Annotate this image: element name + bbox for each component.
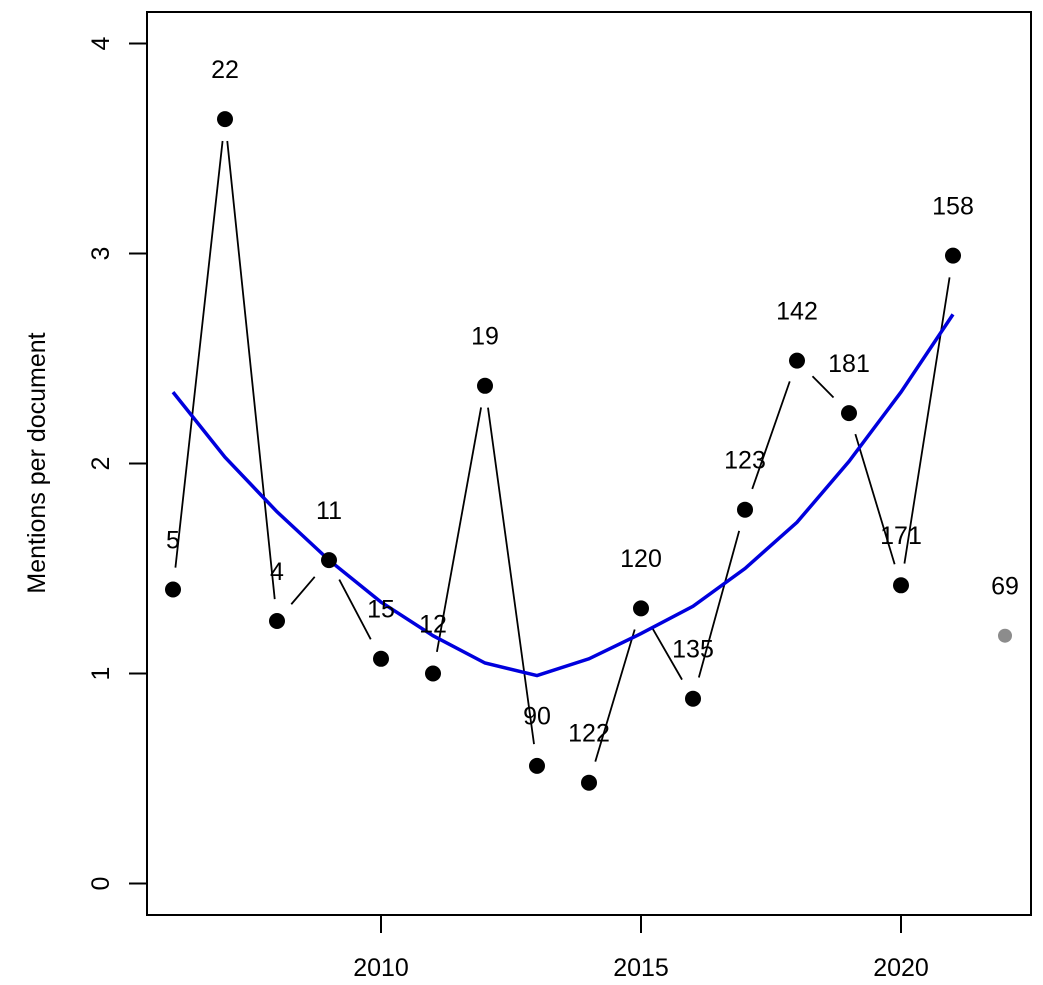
y-axis: 0 1 2 3 4 (87, 36, 147, 890)
point-label: 120 (620, 545, 662, 573)
y-tick-label: 3 (87, 247, 115, 261)
data-point (165, 581, 181, 598)
connector-segment (487, 407, 535, 745)
point-label: 158 (932, 192, 974, 220)
point-label: 12 (419, 610, 447, 638)
y-tick-label: 2 (87, 457, 115, 471)
point-label: 135 (672, 635, 714, 663)
x-tick-label: 2020 (873, 954, 929, 982)
point-label: 181 (828, 350, 870, 378)
data-point (685, 690, 701, 707)
data-point (893, 577, 909, 594)
data-point (581, 774, 597, 791)
trend-line (171, 313, 955, 678)
point-label: 123 (724, 446, 766, 474)
data-point (633, 600, 649, 617)
x-axis: 2010 2015 2020 (353, 915, 929, 982)
y-tick-label: 1 (87, 667, 115, 681)
point-label: 90 (523, 703, 551, 731)
point-label: 122 (568, 719, 610, 747)
point-label: 19 (471, 323, 499, 351)
point-label: 15 (367, 596, 395, 624)
connector-segment (811, 375, 835, 399)
connector-segment (226, 140, 276, 600)
excluded-data-point (998, 628, 1012, 643)
point-label: 171 (880, 522, 922, 550)
connector-segment (651, 627, 683, 681)
x-tick-label: 2015 (613, 954, 669, 982)
y-axis-title: Mentions per document (23, 332, 51, 593)
data-points (165, 111, 1012, 791)
connector-segment (903, 277, 951, 564)
x-tick-label: 2010 (353, 954, 409, 982)
point-label: 11 (316, 497, 342, 525)
point-label: 4 (270, 558, 284, 586)
connector-segment (854, 433, 896, 565)
point-connectors (174, 140, 951, 762)
connector-segment (290, 576, 316, 605)
data-point (841, 405, 857, 422)
data-point (321, 552, 337, 569)
data-point (529, 757, 545, 774)
point-labels: 5 22 4 11 15 12 19 90 122 120 135 123 142 181 171 158 69 (166, 56, 1019, 748)
connector-segment (436, 407, 482, 653)
point-label: 5 (166, 526, 180, 554)
y-tick-label: 0 (87, 877, 115, 891)
data-point (373, 650, 389, 667)
connector-segment (751, 381, 791, 490)
connector-segment (174, 140, 224, 568)
data-point (477, 377, 493, 394)
data-point (425, 665, 441, 682)
connector-segment (594, 629, 636, 762)
data-point (737, 501, 753, 518)
data-point (789, 352, 805, 369)
point-label: 142 (776, 297, 818, 325)
excluded-point-label: 69 (991, 572, 1019, 600)
data-point (269, 613, 285, 629)
data-point (945, 247, 961, 264)
connector-segment (338, 579, 372, 640)
y-tick-label: 4 (87, 36, 115, 50)
connector-segment (697, 530, 741, 678)
data-point (217, 111, 233, 128)
point-label: 22 (211, 56, 239, 84)
